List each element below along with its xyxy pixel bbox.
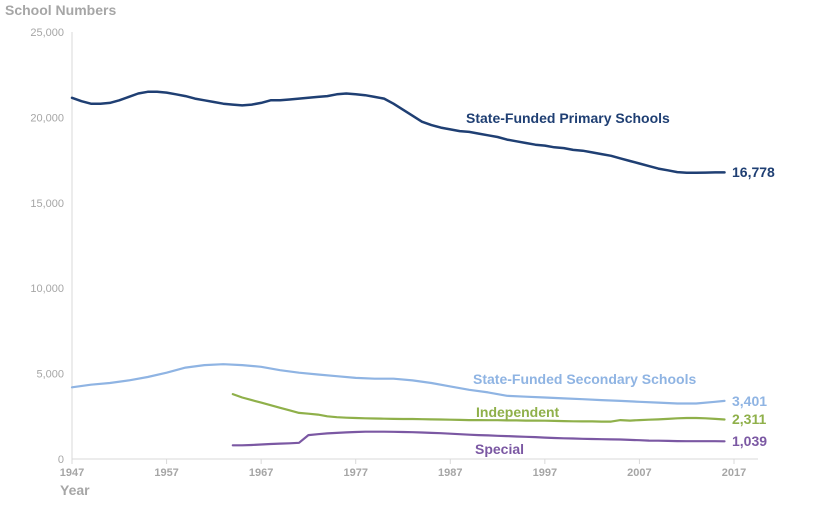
- y-tick-label: 5,000: [36, 369, 64, 381]
- series-line-state-funded-primary-schools: [70, 90, 726, 174]
- x-tick-label: 1957: [154, 467, 178, 479]
- x-tick-label: 1977: [343, 467, 367, 479]
- series-label-secondary: State-Funded Secondary Schools: [473, 371, 696, 387]
- x-tick-label: 1947: [60, 467, 84, 479]
- series-label-independent: Independent: [476, 404, 560, 420]
- end-value-primary: 16,778: [732, 164, 775, 180]
- y-tick-label: 25,000: [30, 27, 64, 39]
- x-tick-label: 1987: [438, 467, 462, 479]
- series-lines: [70, 90, 726, 447]
- x-axis: 1947 1957 1967 1977 1987 1997 2007 2017: [60, 459, 746, 479]
- y-tick-label: 15,000: [30, 198, 64, 210]
- series-line-state-funded-secondary-schools: [70, 363, 726, 405]
- series-line-independent: [231, 393, 726, 423]
- y-axis-title: School Numbers: [5, 2, 116, 18]
- y-axis: 0 5,000 10,000 15,000 20,000 25,000: [30, 27, 64, 466]
- end-value-independent: 2,311: [732, 411, 766, 427]
- end-value-special: 1,039: [732, 433, 767, 449]
- x-axis-title: Year: [60, 482, 90, 498]
- x-tick-label: 2007: [627, 467, 651, 479]
- x-tick-label: 2017: [722, 467, 746, 479]
- y-tick-label: 0: [58, 454, 64, 466]
- end-value-secondary: 3,401: [732, 393, 767, 409]
- series-label-special: Special: [475, 441, 524, 457]
- y-tick-label: 10,000: [30, 283, 64, 295]
- x-tick-label: 1967: [249, 467, 273, 479]
- y-tick-label: 20,000: [30, 112, 64, 124]
- end-value-labels: 16,778 3,401 2,311 1,039: [732, 164, 775, 449]
- series-label-primary: State-Funded Primary Schools: [466, 110, 670, 126]
- series-labels: State-Funded Primary Schools State-Funde…: [466, 110, 696, 457]
- x-tick-label: 1997: [533, 467, 557, 479]
- series-line-special: [231, 430, 726, 447]
